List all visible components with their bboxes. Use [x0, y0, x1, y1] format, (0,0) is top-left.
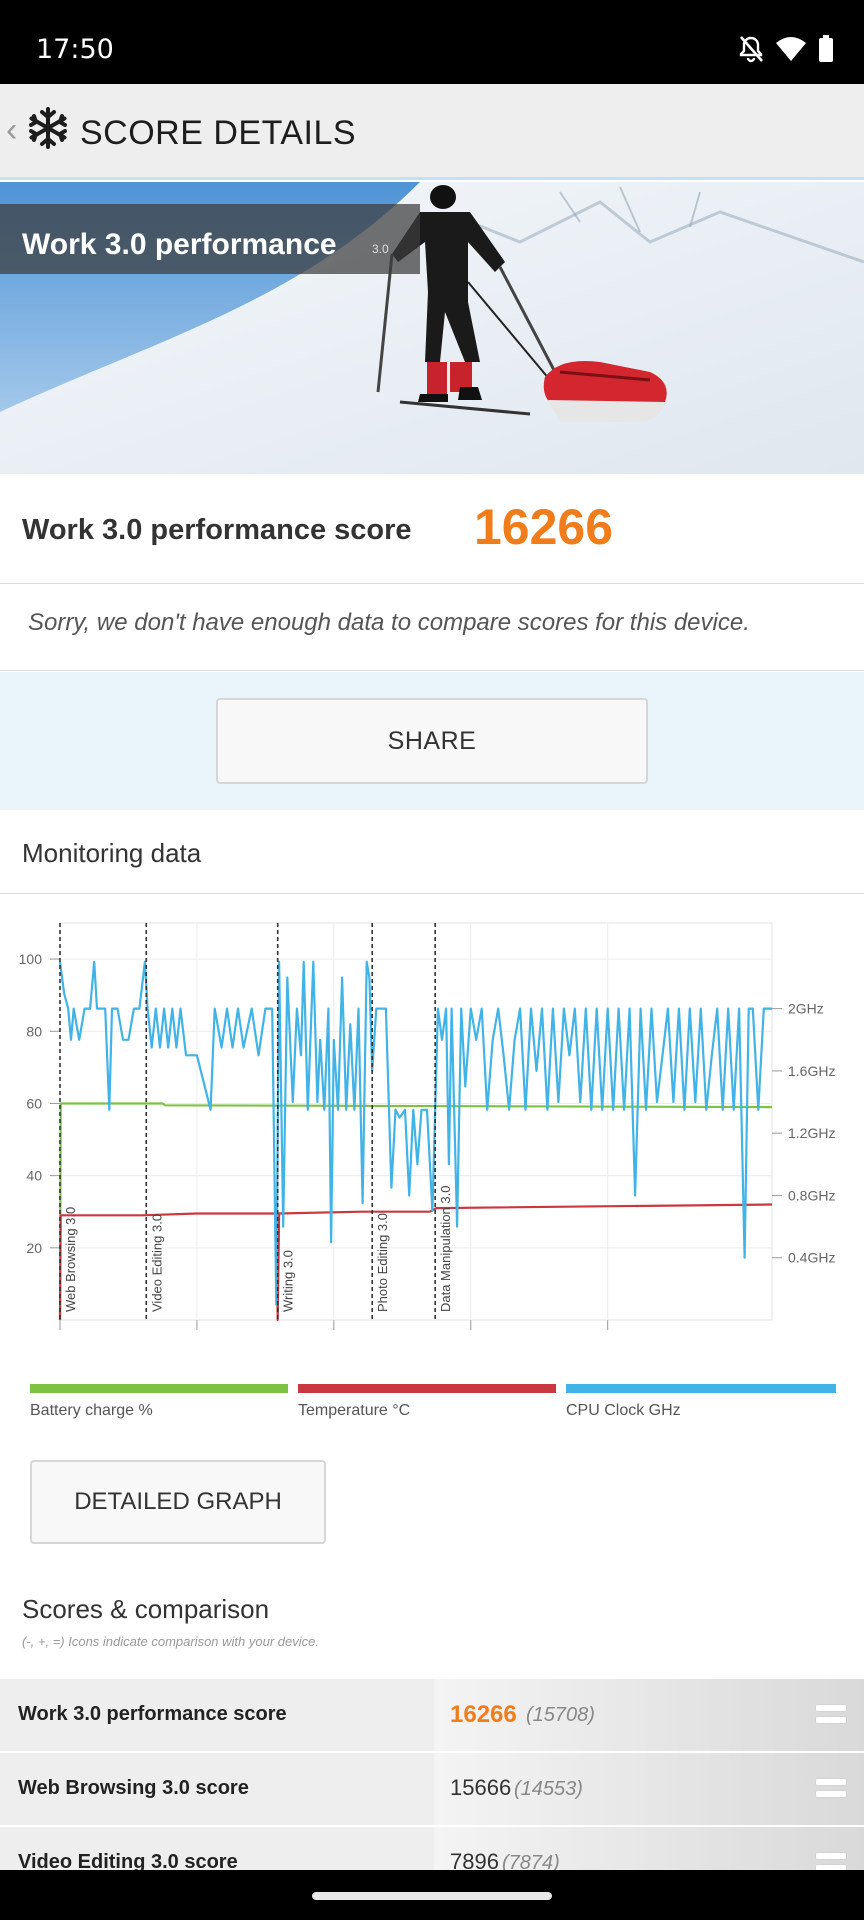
scores-section-note: (-, +, =) Icons indicate comparison with…	[22, 1634, 319, 1649]
share-button[interactable]: SHARE	[216, 698, 648, 784]
monitoring-chart-svg: 100806040202GHz1.6GHz1.2GHz0.8GHz0.4GHz0…	[19, 922, 835, 1330]
y-left-tick-label: 20	[26, 1240, 42, 1256]
hero-title: Work 3.0 performance	[22, 228, 337, 261]
compare-note-row: Sorry, we don't have enough data to comp…	[0, 585, 864, 671]
chart-legend: Battery charge % Temperature °C CPU Cloc…	[0, 1380, 864, 1420]
page-title: SCORE DETAILS	[80, 114, 357, 152]
hero-caption-band	[0, 204, 420, 274]
monitoring-header: Monitoring data	[0, 812, 864, 894]
score-row-compare: (14553)	[514, 1778, 583, 1800]
y-left-tick-label: 40	[26, 1168, 42, 1184]
score-row-name: Web Browsing 3.0 score	[18, 1777, 249, 1799]
chevron-left-icon[interactable]: ‹	[6, 111, 18, 149]
y-right-tick-label: 1.2GHz	[788, 1125, 835, 1141]
y-right-tick-label: 0.4GHz	[788, 1250, 835, 1266]
equal-icon	[816, 1705, 846, 1727]
hero-version: 3.0	[372, 242, 389, 256]
section-label: Photo Editing 3.0	[375, 1213, 390, 1312]
score-row-work[interactable]: Work 3.0 performance score 16266 (15708)	[0, 1677, 864, 1753]
y-left-tick-label: 60	[26, 1095, 42, 1111]
score-label: Work 3.0 performance score	[22, 514, 412, 546]
detailed-graph-button[interactable]: DETAILED GRAPH	[30, 1460, 326, 1544]
score-value: 16266	[474, 499, 614, 555]
legend-temperature-label: Temperature °C	[298, 1402, 411, 1419]
y-right-tick-label: 0.8GHz	[788, 1187, 835, 1203]
legend-temperature-swatch	[298, 1384, 556, 1393]
battery-icon	[819, 35, 833, 62]
home-gesture-pill[interactable]	[312, 1892, 552, 1900]
y-right-tick-label: 1.6GHz	[788, 1063, 835, 1079]
score-row-value: 15666	[450, 1775, 512, 1800]
score-row-value-cell: 15666 (14553)	[434, 1753, 864, 1827]
legend-battery-swatch	[30, 1384, 288, 1393]
score-row-web-browsing[interactable]: Web Browsing 3.0 score 15666 (14553)	[0, 1751, 864, 1827]
section-label: Web Browsing 3.0	[63, 1207, 78, 1312]
share-band: SHARE	[0, 672, 864, 810]
monitoring-chart: 100806040202GHz1.6GHz1.2GHz0.8GHz0.4GHz0…	[0, 895, 864, 1425]
legend-cpu-label: CPU Clock GHz	[566, 1402, 681, 1419]
snowflake-icon	[29, 107, 67, 149]
score-row-compare: (7874)	[502, 1852, 560, 1874]
score-row-name: Work 3.0 performance score	[18, 1703, 287, 1725]
score-row-compare: (15708)	[526, 1704, 595, 1726]
wifi-icon	[776, 37, 806, 61]
compare-note: Sorry, we don't have enough data to comp…	[28, 609, 750, 636]
section-label: Writing 3.0	[281, 1250, 296, 1312]
score-row-value: 16266	[450, 1701, 517, 1728]
scores-table: Work 3.0 performance score 16266 (15708)…	[0, 1677, 864, 1901]
plot-frame	[59, 922, 773, 1321]
score-row-name: Video Editing 3.0 score	[18, 1851, 238, 1873]
status-icons	[738, 34, 834, 64]
title-bar: ‹ SCORE DETAILS	[0, 84, 864, 180]
score-row-value: 7896	[450, 1849, 499, 1874]
equal-icon	[816, 1779, 846, 1801]
score-row: Work 3.0 performance score 16266	[0, 474, 864, 584]
scores-section-title: Scores & comparison	[22, 1594, 270, 1624]
navigation-bar	[0, 1870, 864, 1920]
score-row-value-cell: 16266 (15708)	[434, 1679, 864, 1753]
y-left-tick-label: 80	[26, 1023, 42, 1039]
y-right-tick-label: 2GHz	[788, 1001, 824, 1017]
status-time: 17:50	[36, 34, 114, 65]
legend-cpu-swatch	[566, 1384, 836, 1393]
notifications-off-icon	[739, 36, 763, 63]
section-label: Video Editing 3.0	[149, 1214, 164, 1312]
y-left-tick-label: 100	[19, 951, 43, 967]
series-line	[58, 960, 772, 1306]
status-bar: 17:50	[0, 0, 864, 84]
equal-icon	[816, 1853, 846, 1875]
legend-battery-label: Battery charge %	[30, 1402, 153, 1419]
section-label: Data Manipulation 3.0	[438, 1186, 453, 1312]
monitoring-title: Monitoring data	[22, 838, 202, 868]
